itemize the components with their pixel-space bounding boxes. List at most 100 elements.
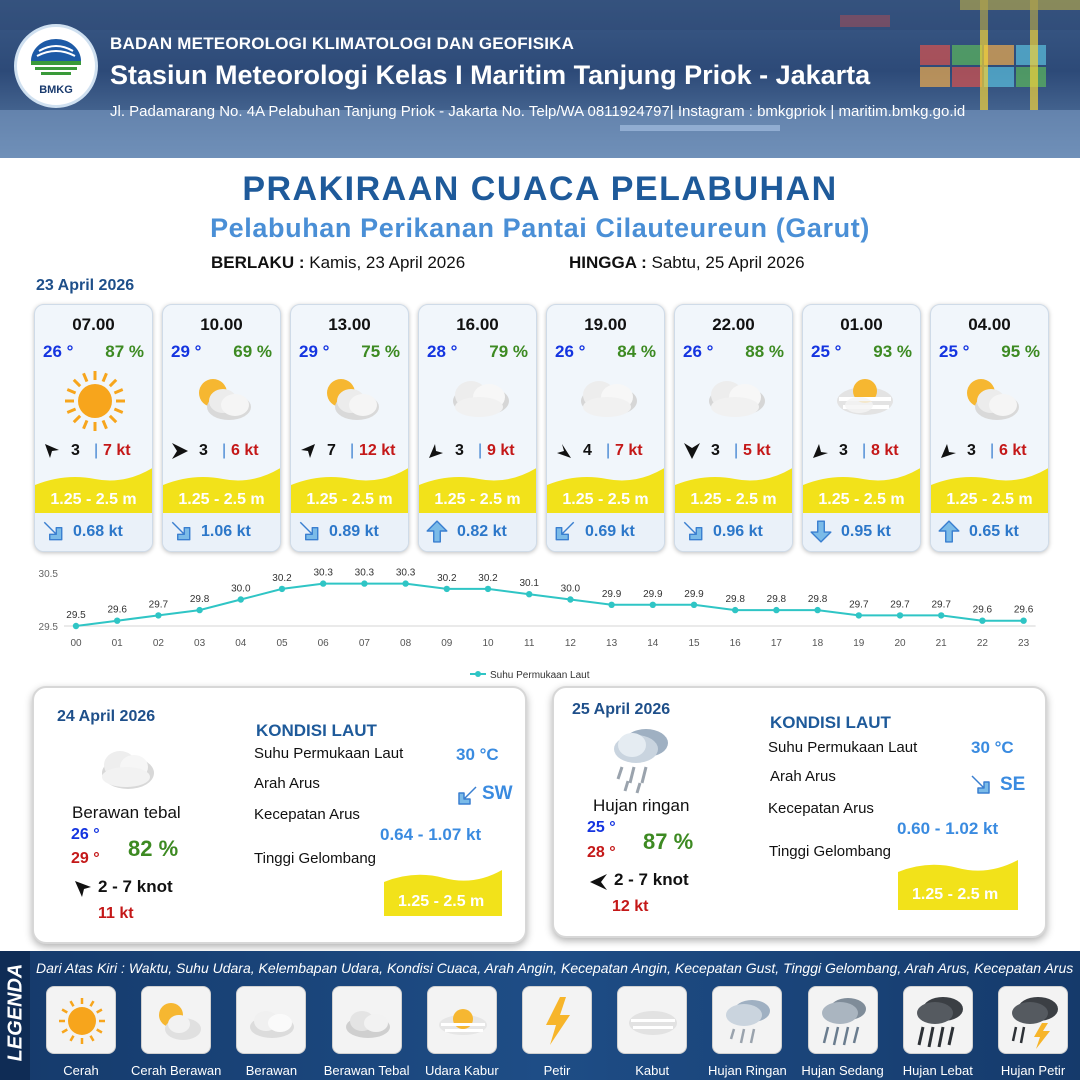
hour-temperature: 26 ° <box>555 342 586 361</box>
day2-arah-label: Arah Arus <box>254 775 320 792</box>
x-tick-label: 12 <box>565 638 577 649</box>
wind-speed: 3 <box>71 442 80 459</box>
sst-point <box>402 580 409 587</box>
day2-wind: 2 - 7 knot <box>98 877 173 896</box>
hour-humidity: 93 % <box>873 342 912 361</box>
day2-sst-label: Suhu Permukaan Laut <box>254 745 404 762</box>
sst-data-label: 30.1 <box>519 578 539 589</box>
x-tick-label: 19 <box>853 638 865 649</box>
gust-speed: 7 kt <box>615 442 643 459</box>
day2-kec-label: Kecepatan Arus <box>254 806 360 823</box>
hour-temperature: 26 ° <box>43 342 74 361</box>
current-speed: 0.82 kt <box>457 523 507 540</box>
x-tick-label: 10 <box>482 638 494 649</box>
port-illustration <box>0 0 1080 158</box>
x-tick-label: 00 <box>70 638 82 649</box>
sst-data-label: 29.7 <box>849 599 869 610</box>
day2-kec-value: 0.64 - 1.07 kt <box>380 825 482 844</box>
legend-icon-box <box>522 986 592 1054</box>
sst-point <box>608 601 615 608</box>
separator: | <box>862 442 867 459</box>
sst-data-label: 29.8 <box>725 594 745 605</box>
hour-card: 22.00 26 ° 88 % 3 | 5 kt 1.25 - 2.5 m 0.… <box>674 304 793 552</box>
wind-direction-icon <box>590 874 607 890</box>
sst-data-label: 29.9 <box>684 589 704 600</box>
day3-gust: 12 kt <box>612 898 649 915</box>
day2-tinggi-value: 1.25 - 2.5 m <box>398 893 485 910</box>
page-title: PRAKIRAAN CUACA PELABUHAN <box>242 170 838 208</box>
day2-humidity: 82 % <box>128 836 179 861</box>
wind-direction-icon <box>684 443 700 459</box>
x-tick-label: 06 <box>318 638 330 649</box>
sst-data-label: 29.7 <box>149 599 169 610</box>
fog-icon <box>629 1011 678 1035</box>
legend-icon-box <box>46 986 116 1054</box>
day3-arah-value: SE <box>1000 774 1026 795</box>
legend-description: Dari Atas Kiri : Waktu, Suhu Udara, Kele… <box>36 960 1074 976</box>
day3-sst-label: Suhu Permukaan Laut <box>768 739 918 756</box>
day2-kondisi-title: KONDISI LAUT <box>256 721 377 740</box>
current-speed: 0.69 kt <box>585 523 635 540</box>
day2-gust: 11 kt <box>98 905 134 922</box>
hour-card: 13.00 29 ° 75 % 7 | 12 kt 1.25 - 2.5 m 0… <box>290 304 409 552</box>
hour-card: 19.00 26 ° 84 % 4 | 7 kt 1.25 - 2.5 m 0.… <box>546 304 665 552</box>
sst-point <box>896 612 904 619</box>
day3-temp-max: 28 ° <box>587 844 616 861</box>
hour-humidity: 79 % <box>489 342 528 361</box>
day3-tinggi-value: 1.25 - 2.5 m <box>912 886 999 903</box>
sst-point <box>732 606 739 614</box>
day3-kec-label: Kecepatan Arus <box>768 800 874 817</box>
sst-point <box>938 612 945 619</box>
x-tick-label: 08 <box>400 638 412 649</box>
moderate-rain-icon <box>821 998 866 1046</box>
hour-time: 16.00 <box>456 315 499 334</box>
x-tick-label: 11 <box>524 638 535 649</box>
sst-point <box>649 601 656 608</box>
current-speed: 0.96 kt <box>713 523 763 540</box>
hour-time: 10.00 <box>200 315 243 334</box>
sst-series-line <box>75 582 1024 627</box>
x-tick-label: 18 <box>812 638 824 649</box>
hour-time: 01.00 <box>840 315 883 334</box>
wave-height: 1.25 - 2.5 m <box>690 491 777 508</box>
x-tick-label: 13 <box>606 638 618 649</box>
x-tick-label: 23 <box>1018 638 1030 649</box>
legend-side-tab: LEGENDA <box>0 951 30 1080</box>
sst-data-label: 29.9 <box>643 589 663 600</box>
sst-point <box>196 606 203 614</box>
validity-from: BERLAKU : Kamis, 23 April 2026 <box>211 253 465 273</box>
sst-data-label: 29.6 <box>973 605 993 616</box>
hour-temperature: 29 ° <box>171 342 202 361</box>
overcast-icon <box>102 751 154 789</box>
x-tick-label: 07 <box>359 638 371 649</box>
hour-time: 07.00 <box>72 315 115 334</box>
legend-label: Hujan Sedang <box>801 1063 884 1078</box>
wind-speed: 3 <box>711 442 720 459</box>
gust-speed: 7 kt <box>103 442 131 459</box>
wave-graphic <box>35 468 152 513</box>
sst-line-chart: 30.5 29.5 29.5 00 29.6 01 29.7 02 29.8 03 30.0 04 30… <box>39 568 1036 681</box>
y-tick-label: 29.5 <box>39 622 59 633</box>
legend-marker <box>475 671 481 677</box>
x-tick-label: 09 <box>441 638 453 649</box>
wind-direction-icon <box>172 443 188 459</box>
sst-data-label: 29.7 <box>931 599 951 610</box>
light-rain-icon <box>614 729 668 794</box>
sst-point <box>855 612 862 619</box>
validity-from-value: Kamis, 23 April 2026 <box>309 253 466 272</box>
validity-from-label: BERLAKU : <box>211 253 305 272</box>
x-tick-label: 21 <box>936 638 948 649</box>
legend-icon-box <box>902 986 973 1054</box>
wave-graphic <box>547 468 664 513</box>
hour-humidity: 75 % <box>361 342 400 361</box>
hour-time: 19.00 <box>584 315 627 334</box>
x-tick-label: 04 <box>235 638 247 649</box>
hour-card: 16.00 28 ° 79 % 3 | 9 kt 1.25 - 2.5 m 0.… <box>418 304 537 552</box>
legend-label: Kabut <box>635 1063 670 1078</box>
sst-point <box>320 580 327 587</box>
day3-temp-min: 25 ° <box>587 819 616 836</box>
sst-data-label: 29.8 <box>767 594 787 605</box>
day2-date: 24 April 2026 <box>57 708 156 725</box>
station-address: Jl. Padamarang No. 4A Pelabuhan Tanjung … <box>110 103 966 120</box>
hour-humidity: 87 % <box>105 342 144 361</box>
